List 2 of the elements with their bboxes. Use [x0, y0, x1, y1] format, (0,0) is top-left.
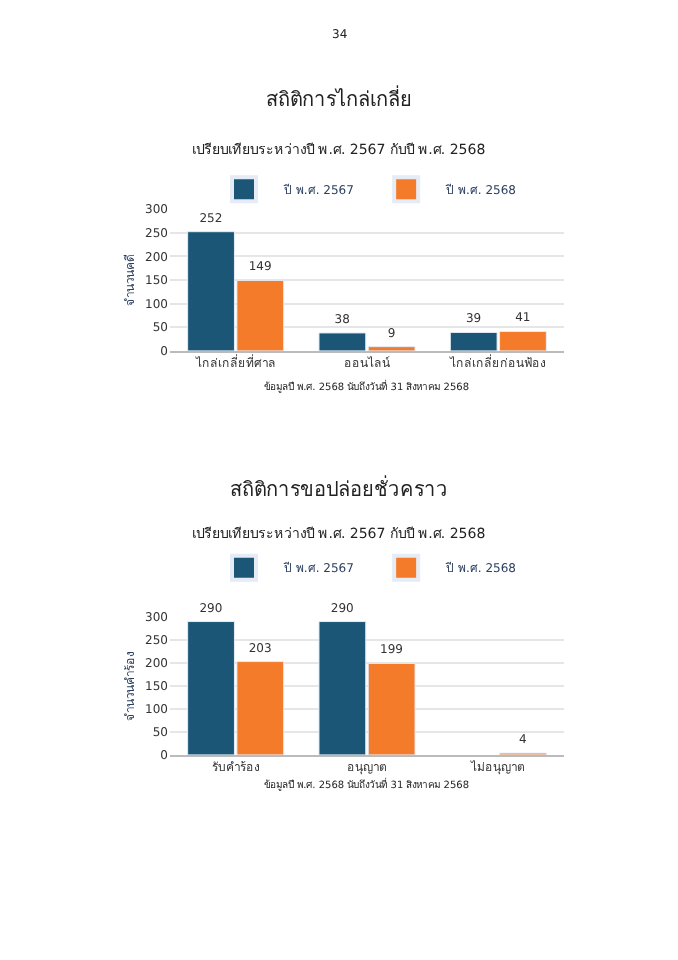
chart-title: สถิติการขอปล่อยชั่วคราว: [230, 474, 448, 502]
chart-title: สถิติการไกล่เกลี่ย: [266, 84, 412, 112]
